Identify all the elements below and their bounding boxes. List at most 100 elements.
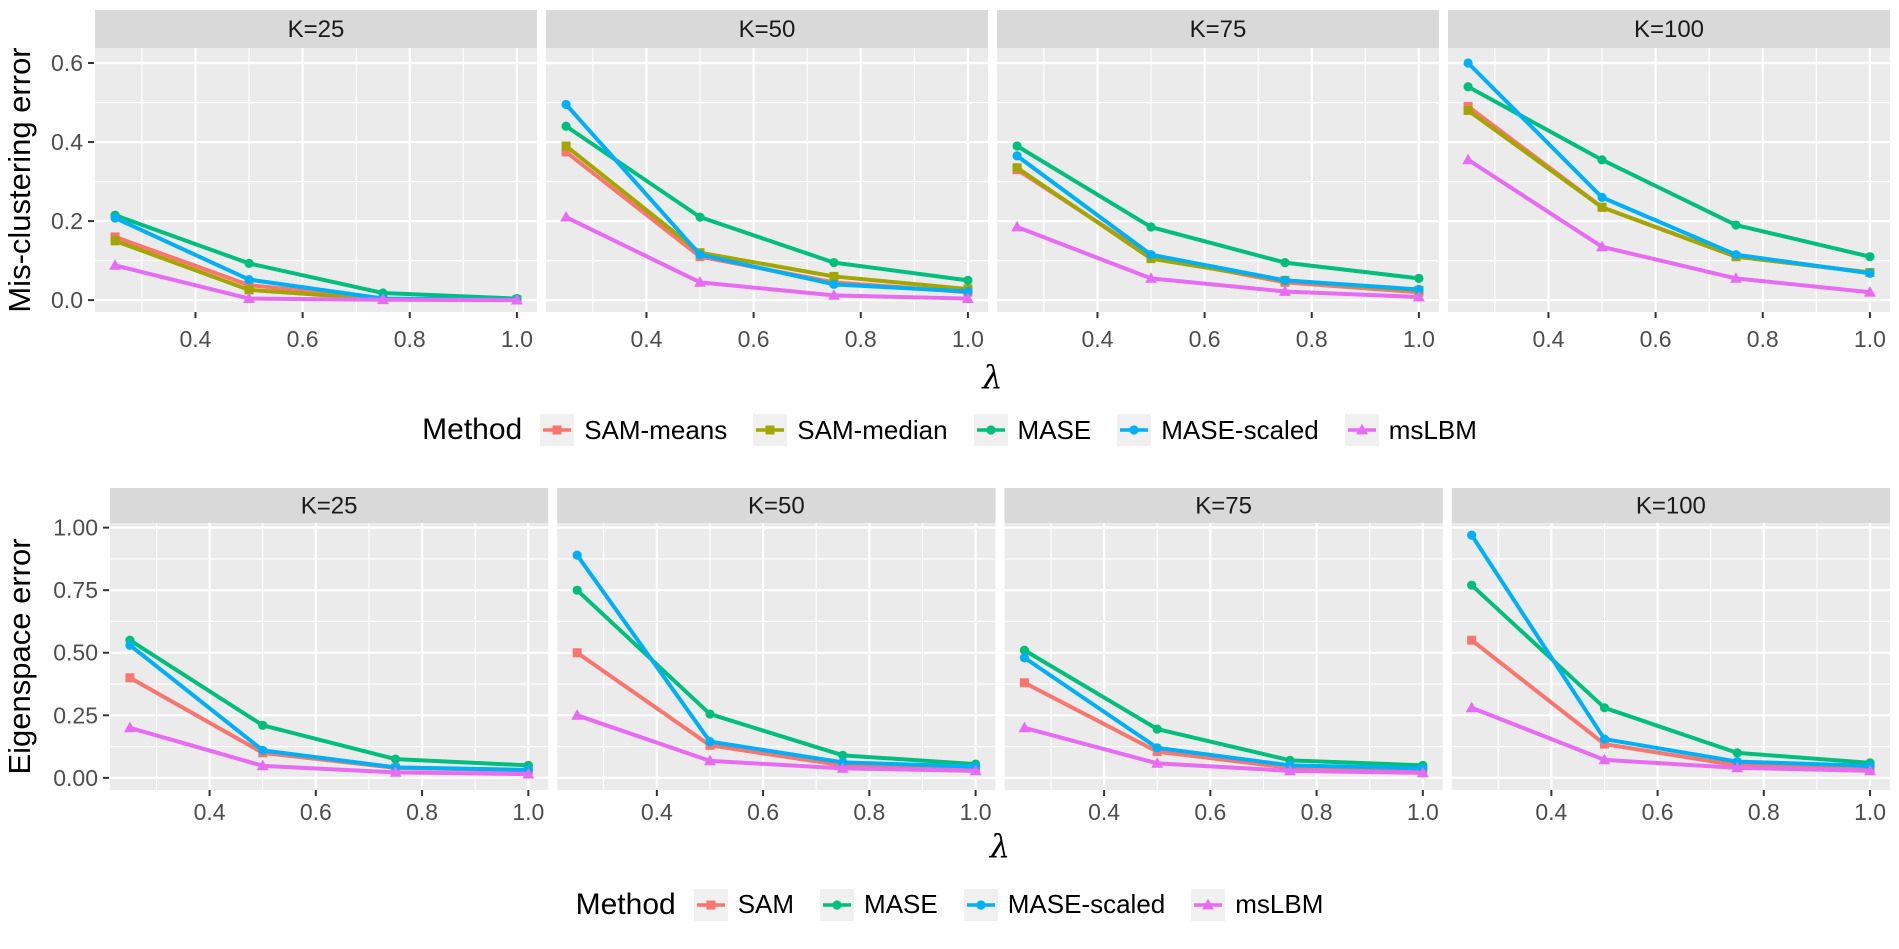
data-point-square: [1597, 202, 1607, 212]
x-tick-label: 1.0: [501, 326, 533, 352]
series-line-MASE-scaled: [127, 643, 531, 772]
legend-label: msLBM: [1388, 414, 1477, 445]
x-tick-label: 0.8: [406, 799, 438, 825]
legend-label: MASE: [1017, 414, 1092, 445]
data-point-circle: [572, 550, 582, 560]
eigenspace-error-figure: K=25 0.4 0.6 0.8 1.0 K=50 0.4 0.6 0.8 1.0 K=75 0.4 0…: [0, 465, 1899, 860]
x-axis-title: λ: [988, 827, 1010, 860]
data-point-triangle: [243, 292, 255, 303]
y-axis-title: Eigenspace error: [2, 538, 37, 774]
y-tick-label: 1.00: [53, 515, 98, 541]
data-point-circle: [1280, 275, 1290, 285]
legend-item-MASE-scaled: MASE-scaled: [1117, 414, 1319, 446]
data-point-triangle: [1284, 764, 1296, 776]
x-tick-label: 0.4: [630, 326, 662, 352]
x-tick-label: 1.0: [960, 799, 992, 825]
series-line-MASE-scaled: [1022, 655, 1425, 771]
data-point-circle: [561, 99, 571, 110]
data-point-circle: [1865, 252, 1875, 262]
data-point-circle: [1019, 653, 1030, 663]
x-tick-label: 0.8: [394, 326, 426, 352]
data-point-circle: [1280, 257, 1290, 268]
data-point-circle: [125, 640, 135, 650]
data-point-triangle: [1279, 285, 1291, 296]
facet-strip: [997, 10, 1439, 48]
y-tick-label: 0.50: [53, 640, 98, 666]
data-point-triangle: [1416, 766, 1429, 778]
data-point-triangle: [1355, 423, 1368, 435]
data-point-circle: [1731, 220, 1741, 230]
data-point-triangle: [109, 259, 121, 270]
data-point-triangle: [836, 762, 849, 773]
data-point-triangle: [1596, 240, 1608, 252]
facet-strip-label: K=100: [1634, 16, 1704, 43]
facet-strip: [557, 488, 996, 523]
data-point-circle: [963, 275, 973, 285]
legend-title: Method: [422, 413, 523, 446]
legend-item-msLBM: msLBM: [1191, 888, 1323, 921]
series-line-msLBM: [1466, 157, 1872, 295]
x-tick-label: 0.8: [1748, 799, 1780, 825]
legend-item-SAM: SAM: [693, 888, 795, 921]
x-tick-label: 1.0: [1407, 799, 1439, 825]
data-point-square: [244, 285, 254, 295]
data-point-square: [125, 673, 135, 683]
panel-background: [1004, 523, 1443, 790]
data-point-circle: [258, 720, 268, 730]
data-point-square: [110, 236, 120, 246]
data-point-circle: [1597, 192, 1607, 202]
series-line-MASE: [564, 124, 970, 283]
x-tick-label: 0.4: [179, 326, 211, 352]
data-point-circle: [1865, 268, 1875, 278]
data-point-triangle: [1011, 220, 1023, 232]
series-line-msLBM: [1469, 705, 1873, 773]
data-point-circle: [1732, 748, 1742, 758]
legend-item-MASE-scaled: MASE-scaled: [963, 888, 1166, 921]
series-line-msLBM: [1015, 225, 1421, 299]
x-tick-label: 0.4: [194, 799, 226, 825]
series-line-MASE: [575, 588, 978, 767]
data-point-triangle: [256, 759, 269, 771]
series-line-msLBM: [564, 215, 970, 301]
legend-item-msLBM: msLBM: [1344, 414, 1477, 446]
data-point-circle: [838, 750, 848, 760]
legend-label: MASE: [864, 889, 938, 919]
x-tick-label: 0.6: [738, 326, 770, 352]
data-point-circle: [705, 709, 715, 719]
data-point-circle: [829, 279, 839, 289]
data-point-square: [1463, 105, 1473, 115]
data-point-square: [561, 141, 571, 151]
data-point-triangle: [1730, 272, 1742, 283]
facet-strip: [110, 488, 549, 523]
data-point-square: [1012, 163, 1022, 173]
facet-strip: [95, 10, 537, 48]
legend-key-circle-icon: [973, 414, 1008, 446]
legend-item-MASE: MASE: [820, 888, 938, 921]
x-tick-label: 0.8: [853, 799, 885, 825]
series-line-msLBM: [127, 725, 531, 777]
data-point-circle: [1599, 703, 1610, 713]
data-point-triangle: [694, 276, 706, 287]
legend-label: MASE-scaled: [1007, 889, 1166, 919]
data-point-triangle: [560, 210, 572, 222]
data-point-triangle: [828, 289, 840, 300]
data-point-circle: [829, 257, 839, 268]
data-point-circle: [1012, 141, 1022, 151]
y-tick-label: 0.0: [51, 287, 83, 313]
legend-key-square-icon: [753, 414, 788, 446]
data-point-circle: [832, 899, 842, 910]
series-line-MASE: [113, 213, 519, 301]
data-point-circle: [963, 286, 973, 297]
data-point-circle: [976, 899, 986, 910]
data-point-square: [829, 271, 839, 281]
data-point-triangle: [962, 292, 974, 303]
y-tick-label: 0.25: [53, 702, 98, 728]
x-tick-label: 0.4: [1532, 326, 1564, 352]
legend-key-square-icon: [693, 888, 728, 921]
legend-item-SAM-means: SAM-means: [540, 414, 727, 446]
x-tick-label: 0.6: [287, 326, 319, 352]
data-point-circle: [110, 213, 120, 223]
legend-label: SAM: [737, 889, 795, 919]
data-point-circle: [1463, 58, 1473, 68]
data-point-circle: [1012, 151, 1022, 161]
